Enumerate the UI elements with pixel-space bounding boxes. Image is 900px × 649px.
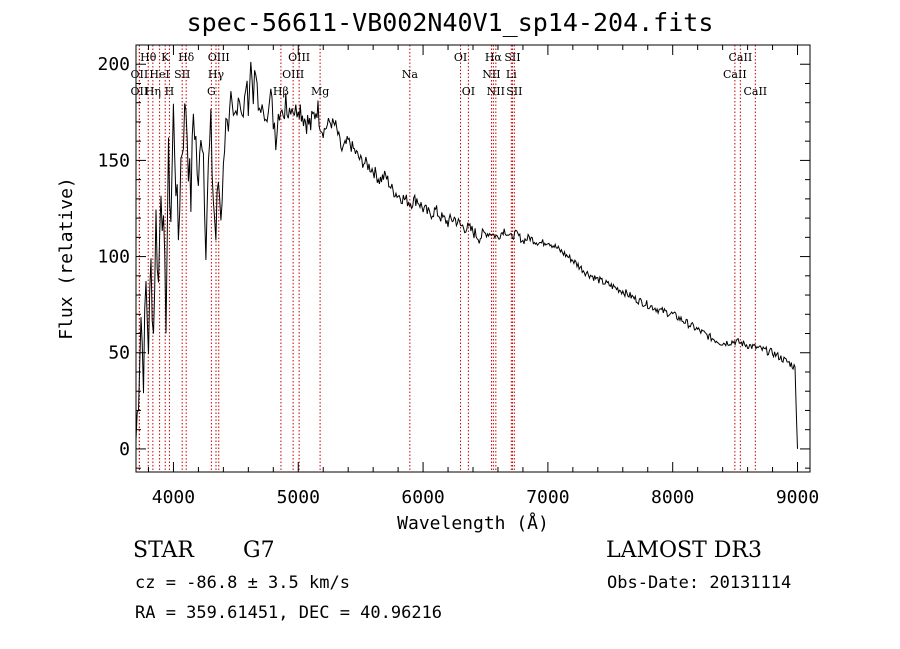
line-label-16: Na [402,68,419,81]
line-label-19: NII [482,68,500,81]
line-label-15: Mg [311,85,329,98]
line-label-17: OI [454,51,467,64]
observation-date: Obs-Date: 20131114 [607,573,792,593]
line-label-25: CaII [723,68,747,81]
y-tick-label: 200 [97,54,130,75]
line-label-20: Hα [485,51,503,64]
line-label-1: OII [131,85,149,98]
x-tick-label: 5000 [277,487,320,508]
y-tick-label: 50 [108,343,130,364]
y-tick-label: 150 [97,150,130,171]
line-label-14: OIII [288,51,310,64]
line-label-12: Hβ [273,85,289,98]
y-tick-label: 100 [97,247,130,268]
line-label-23: SII [504,51,520,64]
line-label-9: G [207,85,216,98]
line-label-26: CaII [729,51,753,64]
line-label-13: OIII [282,68,304,81]
object-class: STAR [133,538,194,563]
x-axis-label: Wavelength (Å) [397,512,549,534]
x-tick-label: 8000 [651,487,694,508]
y-tick-label: 0 [119,439,130,460]
y-axis-label: Flux (relative) [56,177,77,340]
line-label-11: Hγ [208,68,225,81]
line-label-2: Hθ [140,51,157,64]
spectrum-line [135,61,798,449]
chart-title: spec-56611-VB002N40V1_sp14-204.fits [186,8,714,37]
line-label-8: Hδ [178,51,195,64]
survey-name: LAMOST DR3 [606,538,762,563]
object-subclass: G7 [243,538,275,563]
line-label-24: SII [506,85,522,98]
x-tick-label: 9000 [776,487,819,508]
redshift-readout: cz = -86.8 ± 3.5 km/s [135,573,350,593]
line-label-21: NII [487,85,505,98]
line-label-7: SII [174,68,190,81]
x-tick-label: 4000 [152,487,195,508]
line-label-22: Li [506,68,517,81]
x-tick-label: 6000 [401,487,444,508]
line-label-4: HeI [149,68,169,81]
line-label-27: CaII [743,85,767,98]
line-label-18: OI [462,85,475,98]
line-label-5: K [161,51,170,64]
line-label-6: H [165,85,175,98]
coordinates-readout: RA = 359.61451, DEC = 40.96216 [135,603,443,623]
line-label-3: Hη [145,85,161,98]
x-tick-label: 7000 [526,487,569,508]
line-label-0: OII [131,68,149,81]
line-label-10: OIII [208,51,230,64]
